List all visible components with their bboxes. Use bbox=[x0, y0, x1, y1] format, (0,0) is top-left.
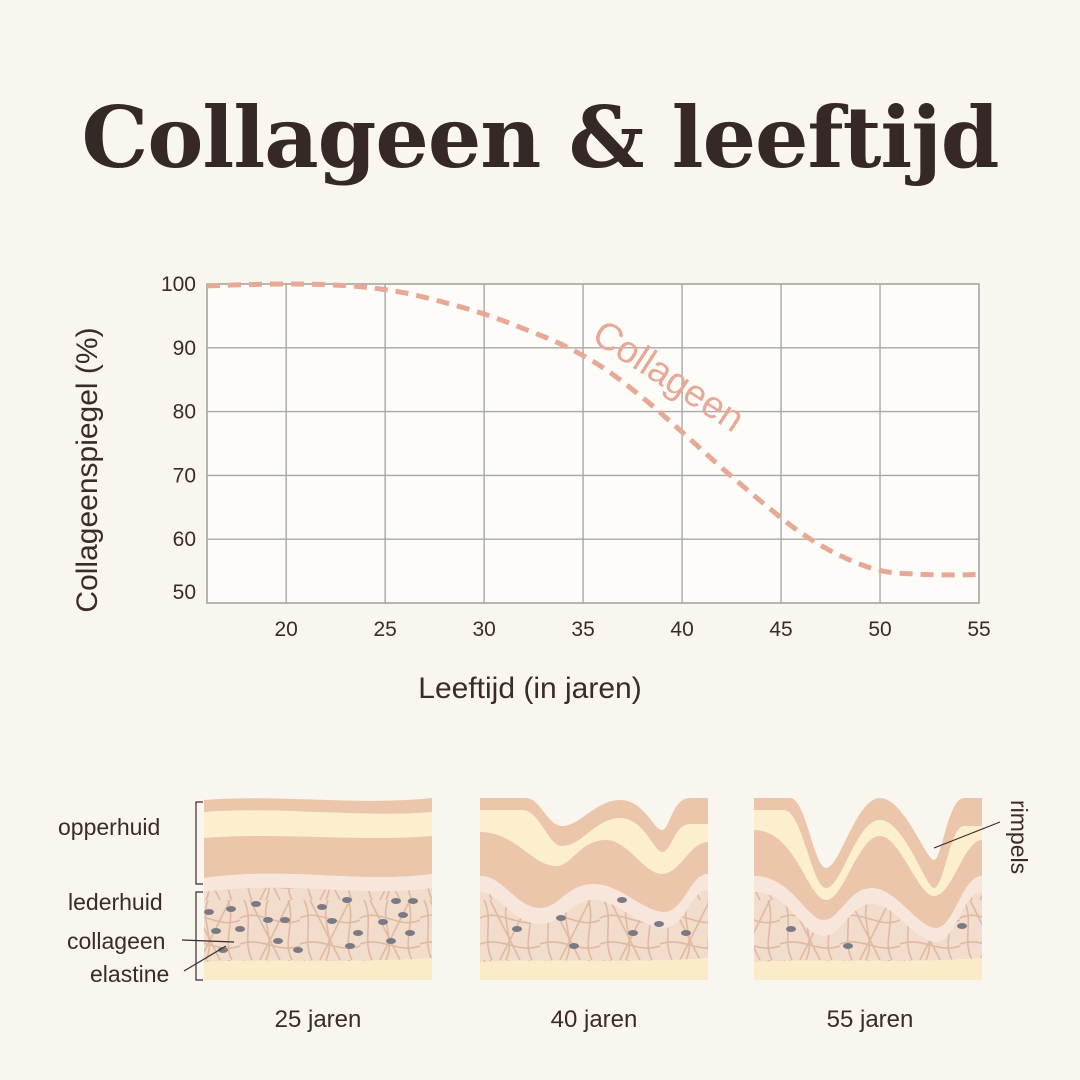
y-tick-label: 80 bbox=[173, 401, 196, 424]
x-tick-label: 35 bbox=[571, 618, 594, 641]
basement-layer bbox=[754, 876, 982, 942]
collagen-series-line bbox=[206, 281, 980, 578]
x-tick-label: 50 bbox=[868, 618, 891, 641]
caption-55: 55 jaren bbox=[826, 1006, 914, 1033]
epidermis-band bbox=[204, 810, 432, 838]
grid bbox=[207, 284, 979, 603]
page-title: Collageen & leeftijd bbox=[81, 88, 1000, 187]
tick-labels: 20 25 30 35 40 45 50 55 100 90 80 70 60 50 bbox=[161, 273, 991, 641]
epidermis-band bbox=[754, 810, 982, 900]
base-layer bbox=[480, 958, 708, 980]
basement-layer bbox=[204, 873, 432, 892]
x-tick-label: 55 bbox=[967, 618, 990, 641]
label-collageen: collageen bbox=[67, 928, 165, 954]
wrinkles-pointer bbox=[933, 821, 1001, 849]
elastin-pointer bbox=[183, 945, 227, 972]
x-tick-label: 20 bbox=[274, 618, 297, 641]
epidermis-layer bbox=[204, 798, 432, 878]
collagen-pointer bbox=[181, 939, 235, 943]
epidermis-band bbox=[480, 810, 708, 874]
epidermis-bracket bbox=[195, 801, 203, 885]
label-opperhuid: opperhuid bbox=[58, 814, 160, 840]
y-tick-label: 60 bbox=[173, 528, 196, 551]
skin-panel-55 bbox=[754, 798, 982, 980]
y-tick-label: 50 bbox=[173, 581, 196, 604]
x-tick-label: 25 bbox=[373, 618, 396, 641]
label-elastine: elastine bbox=[90, 961, 169, 987]
caption-25: 25 jaren bbox=[274, 1006, 362, 1033]
base-layer bbox=[204, 958, 432, 980]
cell-dots bbox=[204, 897, 418, 953]
y-tick-label: 70 bbox=[173, 464, 196, 487]
y-tick-label: 100 bbox=[161, 273, 196, 296]
cell-dots bbox=[786, 923, 967, 949]
skin-panel-25 bbox=[204, 798, 432, 980]
x-axis-label: Leeftijd (in jaren) bbox=[418, 672, 642, 705]
skin-panel-40 bbox=[480, 798, 708, 980]
y-tick-label: 90 bbox=[173, 337, 196, 360]
basement-layer bbox=[480, 874, 708, 928]
x-tick-label: 45 bbox=[769, 618, 792, 641]
x-tick-label: 30 bbox=[472, 618, 495, 641]
base-layer bbox=[754, 958, 982, 980]
label-lederhuid: lederhuid bbox=[68, 889, 163, 915]
dermis-bracket bbox=[195, 891, 203, 981]
epidermis-layer bbox=[754, 798, 982, 928]
x-tick-label: 40 bbox=[670, 618, 693, 641]
caption-40: 40 jaren bbox=[550, 1006, 638, 1033]
label-rimpels: rimpels bbox=[1006, 800, 1032, 874]
cell-dots bbox=[512, 897, 691, 949]
plot-area bbox=[206, 283, 980, 604]
